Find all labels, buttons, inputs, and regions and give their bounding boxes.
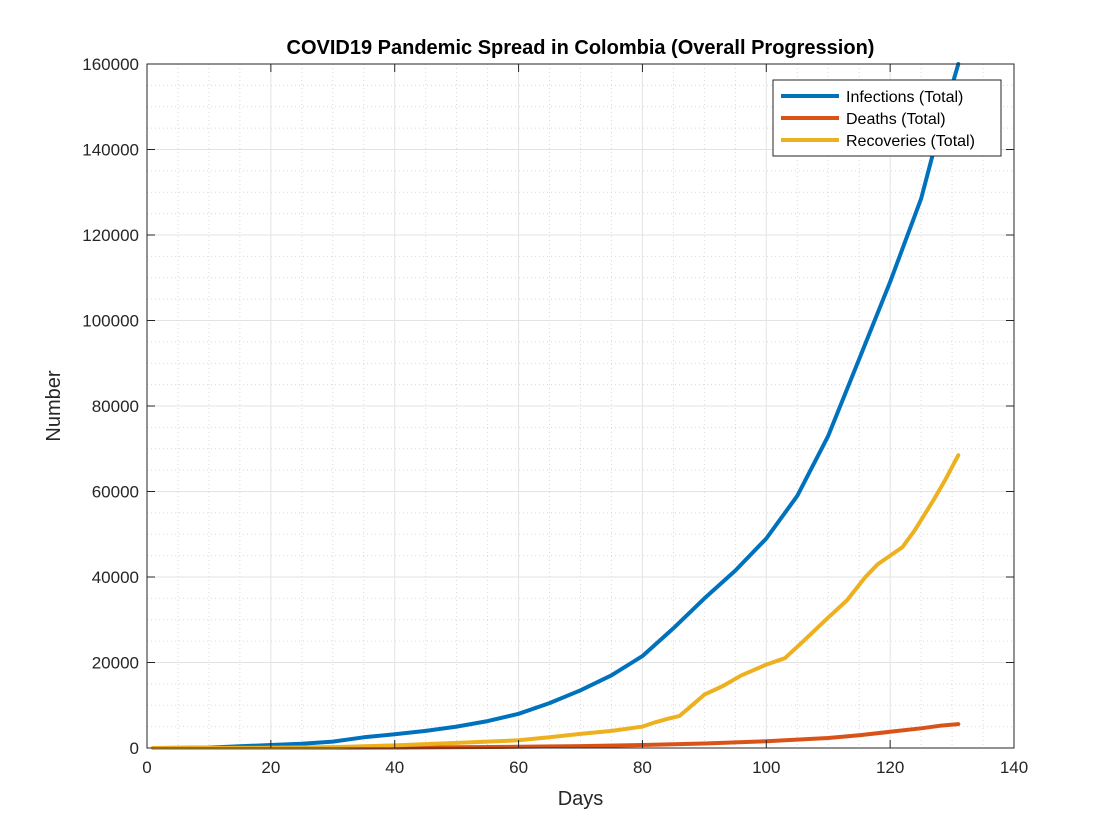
x-tick-label: 0: [142, 758, 151, 777]
x-tick-label: 20: [261, 758, 280, 777]
y-tick-label: 160000: [82, 55, 139, 74]
axis-ticks: 0 20 40 60 80 100 120 140 0 20000 40000 60000 80000 1…: [82, 55, 1028, 777]
x-tick-label: 140: [1000, 758, 1028, 777]
y-tick-label: 100000: [82, 312, 139, 331]
y-axis-label: Number: [43, 370, 65, 441]
x-tick-label: 40: [385, 758, 404, 777]
x-axis-label: Days: [558, 788, 604, 810]
series-lines: [151, 62, 961, 750]
x-tick-label: 120: [876, 758, 904, 777]
chart-title: COVID19 Pandemic Spread in Colombia (Ove…: [287, 37, 875, 59]
legend-label-2: Recoveries (Total): [846, 133, 975, 150]
y-tick-label: 80000: [92, 397, 139, 416]
series-line-1: [151, 722, 961, 750]
y-tick-label: 20000: [92, 654, 139, 673]
legend: Infections (Total) Deaths (Total) Recoveri…: [772, 79, 1002, 157]
x-tick-label: 80: [633, 758, 652, 777]
grid: [147, 64, 1014, 748]
x-tick-label: 100: [752, 758, 780, 777]
x-tick-label: 60: [509, 758, 528, 777]
legend-label-1: Deaths (Total): [846, 111, 946, 128]
y-tick-label: 140000: [82, 141, 139, 160]
y-tick-label: 0: [130, 739, 139, 758]
series-line-2: [151, 453, 961, 750]
legend-label-0: Infections (Total): [846, 89, 963, 106]
y-tick-label: 40000: [92, 568, 139, 587]
y-tick-label: 60000: [92, 483, 139, 502]
y-tick-label: 120000: [82, 226, 139, 245]
series-line-0: [151, 62, 961, 750]
